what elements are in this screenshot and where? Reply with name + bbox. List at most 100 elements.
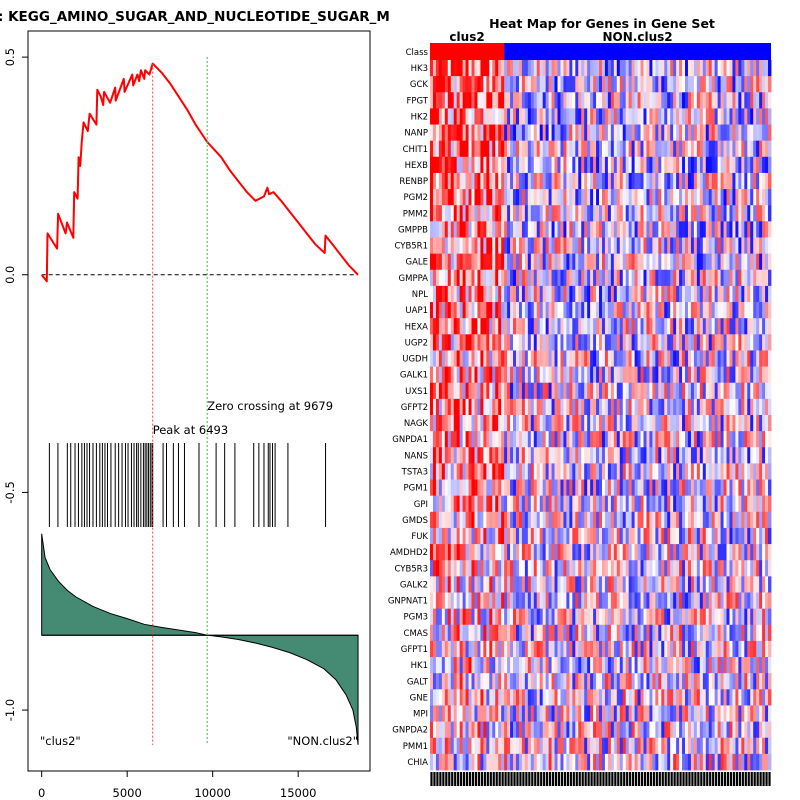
- heatmap-cell: [527, 640, 532, 658]
- heatmap-cell: [462, 527, 466, 545]
- heatmap-cell: [471, 318, 475, 335]
- heatmap-cell: [738, 269, 742, 287]
- heatmap-cell: [533, 189, 538, 206]
- heatmap-cell: [492, 673, 496, 690]
- heatmap-cell: [530, 156, 535, 174]
- heatmap-cell: [711, 253, 716, 271]
- heatmap-cell: [708, 189, 713, 206]
- heatmap-cell: [661, 737, 665, 755]
- heatmap-cell: [557, 608, 561, 626]
- heatmap-cell: [711, 415, 716, 432]
- heatmap-cell: [444, 124, 449, 142]
- heatmap-cell: [572, 398, 576, 416]
- heatmap-cell: [673, 205, 677, 222]
- heatmap-cell: [705, 302, 710, 319]
- heatmap-cell: [637, 624, 641, 642]
- heatmap-cell: [652, 172, 656, 190]
- heatmap-cell: [447, 334, 452, 351]
- heatmap-cell: [744, 463, 748, 480]
- heatmap-cell: [610, 511, 615, 529]
- heatmap-cell: [438, 689, 443, 706]
- heatmap-cell: [548, 511, 552, 529]
- heatmap-cell: [524, 527, 529, 545]
- heatmap-cell: [566, 398, 570, 416]
- heatmap-cell: [542, 205, 547, 222]
- heatmap-cell: [524, 673, 529, 690]
- heatmap-cell: [726, 302, 730, 319]
- heatmap-cell: [432, 334, 437, 351]
- heatmap-cell: [542, 269, 547, 287]
- heatmap-cell: [539, 60, 544, 77]
- heatmap-cell: [563, 237, 567, 255]
- heatmap-cell: [495, 511, 499, 529]
- heatmap-cell: [504, 205, 508, 222]
- heatmap-cell: [444, 302, 449, 319]
- heatmap-cell: [575, 398, 579, 416]
- heatmap-cell: [453, 237, 458, 255]
- heatmap-cell: [696, 511, 701, 529]
- heatmap-cell: [702, 527, 707, 545]
- heatmap-cell: [447, 302, 452, 319]
- heatmap-cell: [486, 189, 490, 206]
- heatmap-cell: [504, 415, 508, 432]
- heatmap-cell: [584, 205, 588, 222]
- heatmap-cell: [501, 511, 505, 529]
- heatmap-cell: [492, 237, 496, 255]
- heatmap-cell: [714, 60, 719, 77]
- heatmap-cell: [685, 318, 689, 335]
- heatmap-cell: [465, 334, 469, 351]
- heatmap-cell: [690, 673, 695, 690]
- heatmap-cell: [708, 544, 713, 561]
- heatmap-cell: [518, 544, 523, 561]
- heatmap-cell: [471, 479, 475, 497]
- heatmap-cell: [453, 285, 458, 303]
- heatmap-cell: [714, 172, 719, 190]
- heatmap-cell: [717, 302, 721, 319]
- heatmap-cell: [604, 511, 609, 529]
- heatmap-cell: [510, 721, 514, 739]
- heatmap-cell: [643, 366, 647, 384]
- heatmap-cell: [453, 511, 458, 529]
- heatmap-cell: [625, 140, 630, 158]
- heatmap-cell: [513, 366, 517, 384]
- heatmap-cell: [711, 657, 716, 674]
- heatmap-cell: [607, 366, 612, 384]
- heatmap-cell: [495, 640, 499, 658]
- heatmap-cell: [560, 495, 564, 513]
- heatmap-cell: [768, 640, 772, 658]
- heatmap-cell: [655, 527, 659, 545]
- heatmap-cell: [619, 172, 624, 190]
- heatmap-cell: [578, 92, 582, 109]
- heatmap-cell: [696, 124, 701, 142]
- heatmap-cell: [696, 140, 701, 158]
- heatmap-cell: [459, 92, 464, 109]
- heatmap-cell: [483, 431, 487, 448]
- heatmap-cell: [510, 156, 514, 174]
- heatmap-cell: [551, 221, 555, 238]
- heatmap-cell: [601, 140, 606, 158]
- heatmap-cell: [634, 527, 638, 545]
- heatmap-cell: [619, 60, 624, 77]
- heatmap-cell: [569, 398, 573, 416]
- heatmap-cell: [750, 398, 754, 416]
- heatmap-cell: [438, 737, 443, 755]
- heatmap-cell: [584, 253, 588, 271]
- heatmap-cell: [471, 511, 475, 529]
- heatmap-cell: [495, 302, 499, 319]
- heatmap-cell: [676, 398, 680, 416]
- heatmap-cell: [510, 269, 514, 287]
- heatmap-cell: [483, 721, 487, 739]
- heatmap-cell: [513, 560, 517, 577]
- heatmap-cell: [447, 60, 452, 77]
- heatmap-cell: [501, 237, 505, 255]
- heatmap-cell: [521, 673, 526, 690]
- heatmap-cell: [453, 221, 458, 238]
- heatmap-cell: [702, 640, 707, 658]
- heatmap-cell: [670, 544, 674, 561]
- heatmap-cell: [578, 140, 582, 158]
- heatmap-cell: [489, 140, 493, 158]
- heatmap-cell: [527, 479, 532, 497]
- heatmap-cell: [548, 92, 552, 109]
- heatmap-cell: [732, 189, 736, 206]
- heatmap-cell: [554, 60, 558, 77]
